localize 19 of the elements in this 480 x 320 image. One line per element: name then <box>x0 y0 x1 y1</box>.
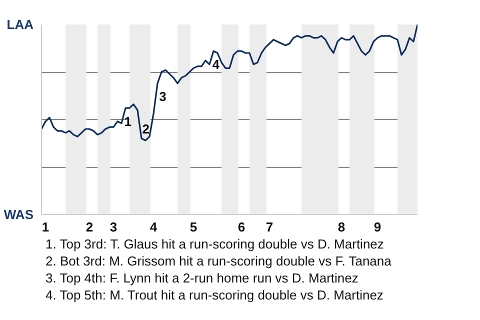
text: 4. Top 5th: M. Trout hit a run-scoring double vs D. Martinez <box>46 288 384 302</box>
x-tick-label: 3 <box>110 220 118 234</box>
annotation: 3 <box>159 89 166 104</box>
x-tick-label: 4 <box>150 220 158 234</box>
annotation: 2 <box>142 122 150 136</box>
x-tick-label: 9 <box>374 220 382 234</box>
text: 2. Bot 3rd: M. Grissom hit a run-scoring double vs F. Tanana <box>46 254 392 268</box>
text: 3. Top 4th: F. Lynn hit a 2-run home run vs D. Martinez <box>46 270 358 286</box>
x-tick-label: 2 <box>86 220 94 234</box>
x-tick-label: 8 <box>338 220 346 234</box>
text: WAS <box>4 207 34 222</box>
text: LAA <box>6 17 34 32</box>
text: 1. Top 3rd: T. Glaus hit a run-scoring double vs D. Martinez <box>46 236 384 252</box>
annotation: 1 <box>124 114 132 129</box>
x-tick-label: 1 <box>42 220 50 234</box>
x-tick-label: 6 <box>238 220 246 234</box>
annotation: 4 <box>212 56 220 72</box>
x-tick-label: 5 <box>190 220 198 234</box>
x-tick-label: 7 <box>266 220 274 234</box>
